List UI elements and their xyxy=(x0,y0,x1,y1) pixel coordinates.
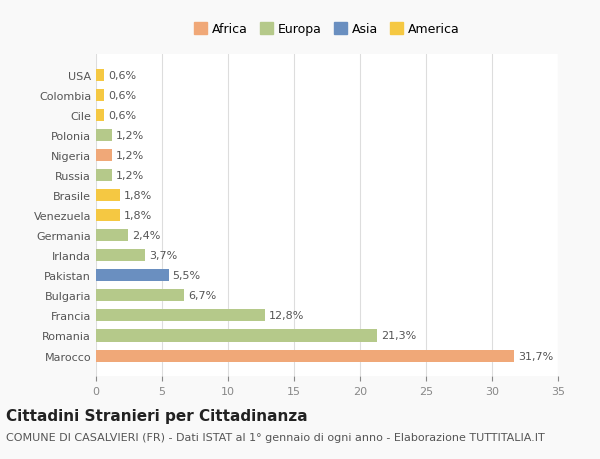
Text: 12,8%: 12,8% xyxy=(269,311,304,321)
Bar xyxy=(96,250,145,262)
Text: 3,7%: 3,7% xyxy=(149,251,177,261)
Text: 1,8%: 1,8% xyxy=(124,211,152,221)
Text: 31,7%: 31,7% xyxy=(518,351,554,361)
Text: 0,6%: 0,6% xyxy=(108,111,136,121)
Bar xyxy=(96,170,112,182)
Bar xyxy=(96,90,104,102)
Bar xyxy=(96,290,184,302)
Text: 5,5%: 5,5% xyxy=(173,271,200,281)
Bar xyxy=(96,190,120,202)
Text: Cittadini Stranieri per Cittadinanza: Cittadini Stranieri per Cittadinanza xyxy=(6,408,308,423)
Text: 21,3%: 21,3% xyxy=(381,331,416,341)
Bar xyxy=(96,270,169,282)
Legend: Africa, Europa, Asia, America: Africa, Europa, Asia, America xyxy=(191,20,463,40)
Text: 0,6%: 0,6% xyxy=(108,91,136,101)
Text: 2,4%: 2,4% xyxy=(131,231,160,241)
Text: COMUNE DI CASALVIERI (FR) - Dati ISTAT al 1° gennaio di ogni anno - Elaborazione: COMUNE DI CASALVIERI (FR) - Dati ISTAT a… xyxy=(6,432,545,442)
Bar xyxy=(96,150,112,162)
Text: 6,7%: 6,7% xyxy=(188,291,217,301)
Bar xyxy=(96,110,104,122)
Bar xyxy=(96,70,104,82)
Bar xyxy=(96,330,377,342)
Text: 1,2%: 1,2% xyxy=(116,171,144,181)
Bar xyxy=(96,210,120,222)
Bar xyxy=(96,310,265,322)
Text: 1,8%: 1,8% xyxy=(124,191,152,201)
Bar xyxy=(96,130,112,142)
Text: 1,2%: 1,2% xyxy=(116,131,144,141)
Bar xyxy=(96,230,128,242)
Text: 1,2%: 1,2% xyxy=(116,151,144,161)
Text: 0,6%: 0,6% xyxy=(108,71,136,81)
Bar xyxy=(96,350,514,362)
